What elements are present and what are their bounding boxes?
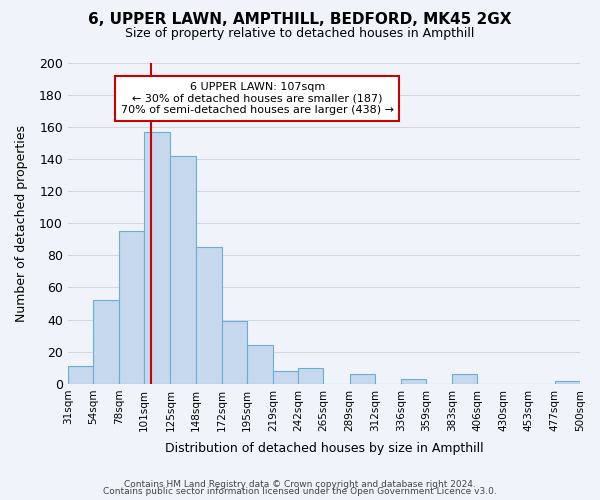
Bar [247,346,273,384]
Bar [555,380,580,384]
Bar [196,248,222,384]
Bar [170,156,196,384]
X-axis label: Distribution of detached houses by size in Ampthill: Distribution of detached houses by size … [164,442,483,455]
Bar [144,132,170,384]
Bar [222,321,247,384]
Text: Contains public sector information licensed under the Open Government Licence v3: Contains public sector information licen… [103,487,497,496]
Bar [93,300,119,384]
Text: Contains HM Land Registry data © Crown copyright and database right 2024.: Contains HM Land Registry data © Crown c… [124,480,476,489]
Bar [119,231,144,384]
Bar [350,374,375,384]
Text: Size of property relative to detached houses in Ampthill: Size of property relative to detached ho… [125,28,475,40]
Text: 6 UPPER LAWN: 107sqm
← 30% of detached houses are smaller (187)
70% of semi-deta: 6 UPPER LAWN: 107sqm ← 30% of detached h… [121,82,394,115]
Bar [401,379,426,384]
Bar [452,374,478,384]
Y-axis label: Number of detached properties: Number of detached properties [15,124,28,322]
Text: 6, UPPER LAWN, AMPTHILL, BEDFORD, MK45 2GX: 6, UPPER LAWN, AMPTHILL, BEDFORD, MK45 2… [88,12,512,28]
Bar [68,366,93,384]
Bar [273,371,298,384]
Bar [298,368,323,384]
